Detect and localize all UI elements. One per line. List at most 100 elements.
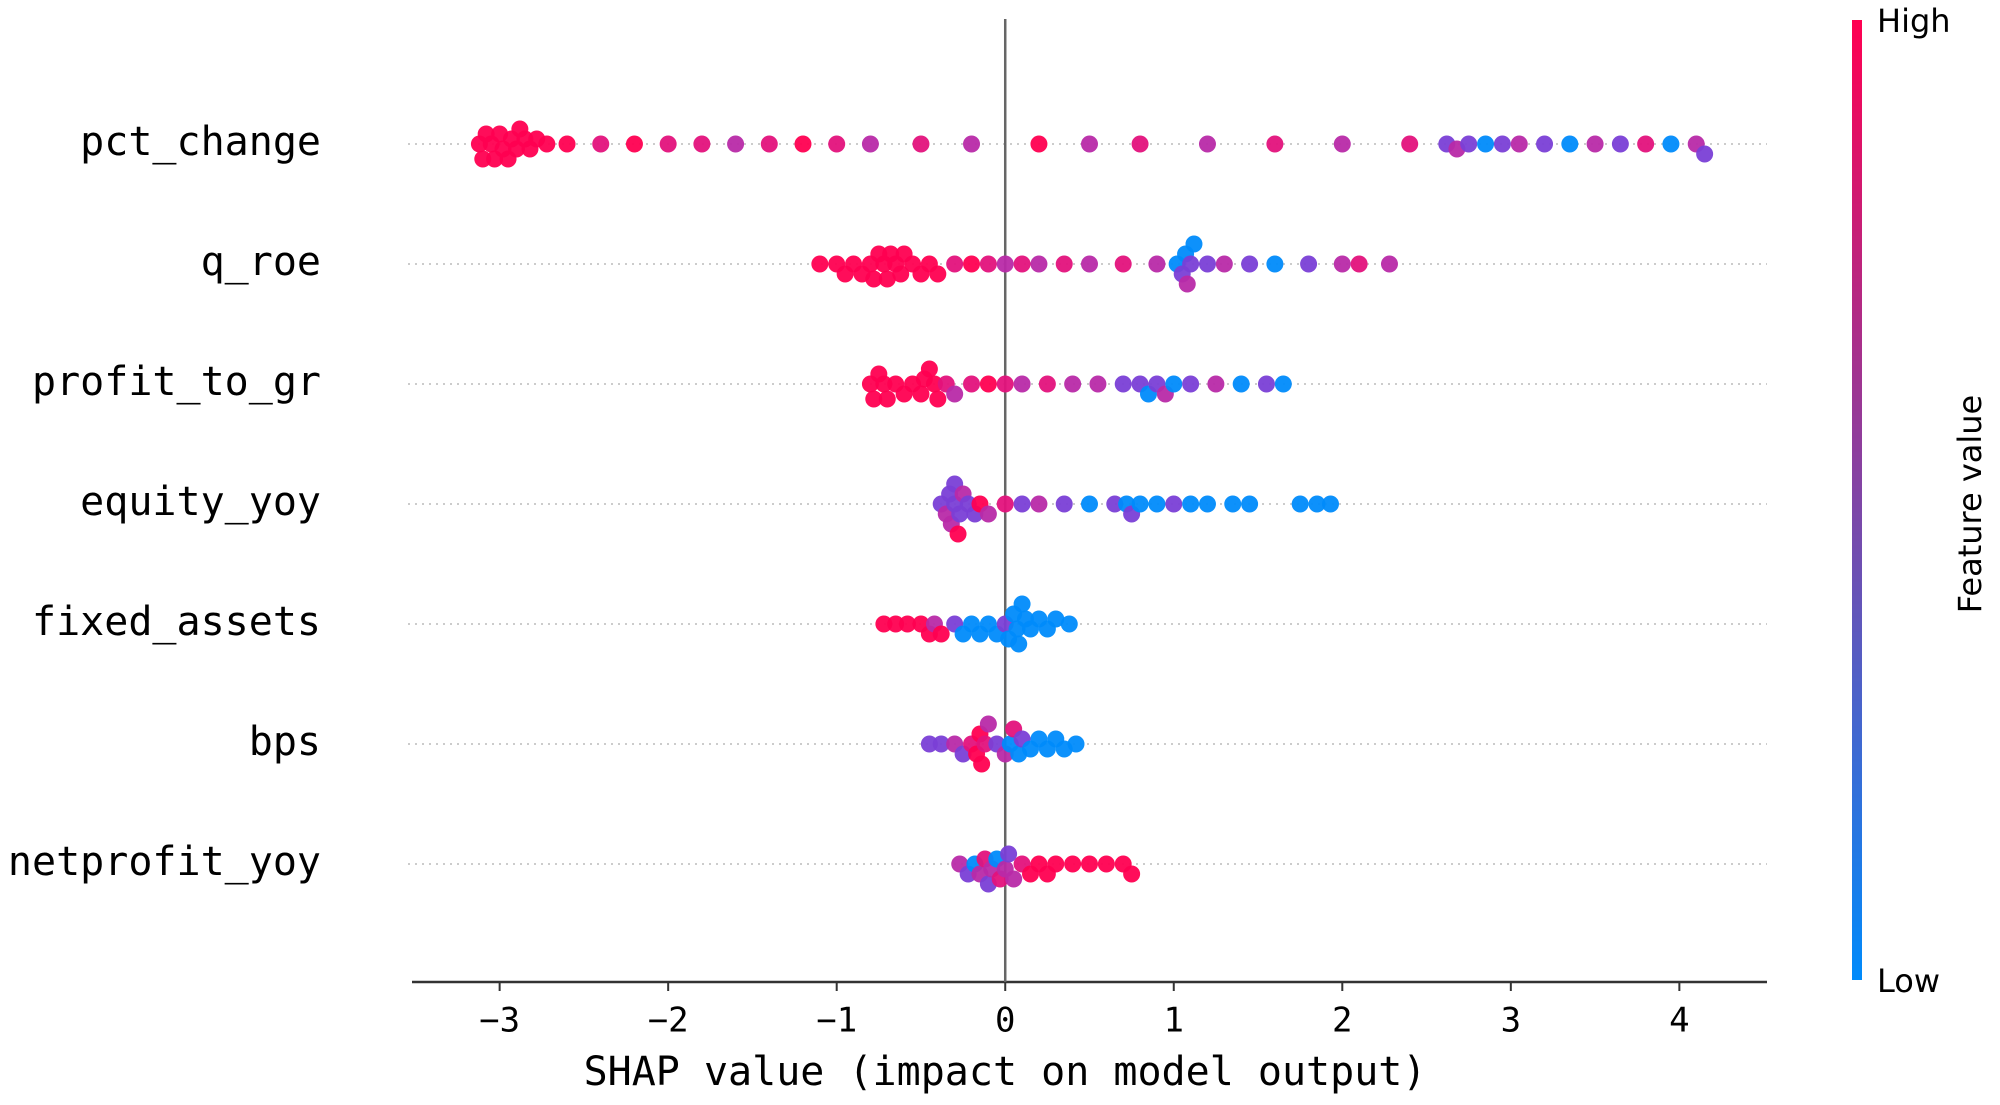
dot — [929, 265, 947, 283]
dot — [898, 615, 916, 633]
dot — [875, 375, 893, 393]
x-tick-label: −2 — [648, 1001, 689, 1041]
dot — [887, 615, 905, 633]
dot — [1182, 375, 1200, 393]
dot — [1030, 495, 1048, 513]
dot — [1013, 375, 1031, 393]
dot — [1064, 375, 1082, 393]
dot — [1322, 495, 1340, 513]
dot — [865, 270, 883, 288]
dot — [1241, 255, 1259, 273]
dot — [1207, 375, 1225, 393]
dot — [973, 755, 991, 773]
feature-label: equity_yoy — [80, 479, 321, 525]
dot — [1460, 135, 1478, 153]
dot — [1030, 135, 1048, 153]
dot — [878, 390, 896, 408]
x-tick-label: 3 — [1501, 1001, 1521, 1041]
dot — [963, 375, 981, 393]
dot — [920, 735, 938, 753]
dot — [979, 505, 997, 523]
dot — [1055, 255, 1073, 273]
dot — [1477, 135, 1495, 153]
feature-label: fixed_assets — [32, 599, 321, 645]
dot — [1333, 255, 1351, 273]
dot — [1401, 135, 1419, 153]
dot — [1081, 255, 1098, 273]
dot — [875, 615, 893, 633]
dot — [1114, 255, 1132, 273]
dot — [1047, 610, 1065, 628]
dot — [1257, 375, 1275, 393]
dot — [963, 135, 981, 153]
dot — [1308, 495, 1326, 513]
dot — [1215, 255, 1233, 273]
dot — [1081, 135, 1098, 153]
x-tick-label: −3 — [479, 1001, 520, 1041]
dot — [1131, 495, 1149, 513]
dot — [1662, 135, 1680, 153]
dot — [1380, 255, 1398, 273]
dot — [1131, 135, 1149, 153]
dot — [1114, 375, 1132, 393]
dot — [1198, 135, 1216, 153]
dot — [760, 135, 778, 153]
colorbar-high-label: High — [1877, 2, 1951, 40]
colorbar-label: Feature value — [1951, 395, 1989, 614]
dot — [996, 255, 1014, 273]
colorbar-low-label: Low — [1877, 962, 1940, 1000]
dot — [1081, 855, 1098, 873]
dot — [1300, 255, 1318, 273]
dot — [1000, 845, 1018, 863]
dot — [1291, 495, 1309, 513]
dot — [1064, 855, 1082, 873]
dot — [1013, 495, 1031, 513]
dot — [1165, 495, 1183, 513]
x-tick-label: 0 — [995, 1001, 1015, 1041]
dot — [592, 135, 610, 153]
dot — [1350, 255, 1368, 273]
feature-label: netprofit_yoy — [8, 839, 321, 885]
dot — [1148, 495, 1166, 513]
dot — [979, 715, 997, 733]
dot — [1178, 275, 1196, 293]
dot — [861, 135, 879, 153]
dot — [1224, 495, 1242, 513]
dot — [811, 255, 829, 273]
dot — [1030, 255, 1048, 273]
dot — [659, 135, 677, 153]
dot — [1182, 255, 1200, 273]
dot — [1266, 135, 1284, 153]
dot — [1005, 870, 1023, 888]
dot — [865, 390, 883, 408]
dot — [1148, 255, 1166, 273]
dot — [1182, 495, 1200, 513]
x-tick-label: 4 — [1669, 1001, 1689, 1041]
x-tick-label: 2 — [1332, 1001, 1352, 1041]
dot — [1013, 595, 1031, 613]
dot — [828, 135, 846, 153]
dot — [1241, 495, 1259, 513]
dot — [946, 385, 964, 403]
dot — [1185, 235, 1203, 253]
dot — [932, 735, 950, 753]
dot — [558, 135, 576, 153]
dot — [979, 255, 997, 273]
dot — [912, 135, 930, 153]
dot — [625, 135, 643, 153]
dot — [1198, 495, 1216, 513]
dot — [912, 385, 930, 403]
dot — [976, 735, 994, 753]
dot — [949, 525, 967, 543]
dot — [878, 270, 896, 288]
dot — [946, 255, 964, 273]
dot — [794, 135, 812, 153]
dot — [996, 495, 1014, 513]
dot — [1060, 615, 1078, 633]
dot — [1637, 135, 1655, 153]
dot — [1586, 135, 1604, 153]
dot — [1266, 255, 1284, 273]
dot — [693, 135, 711, 153]
dot — [474, 150, 492, 168]
